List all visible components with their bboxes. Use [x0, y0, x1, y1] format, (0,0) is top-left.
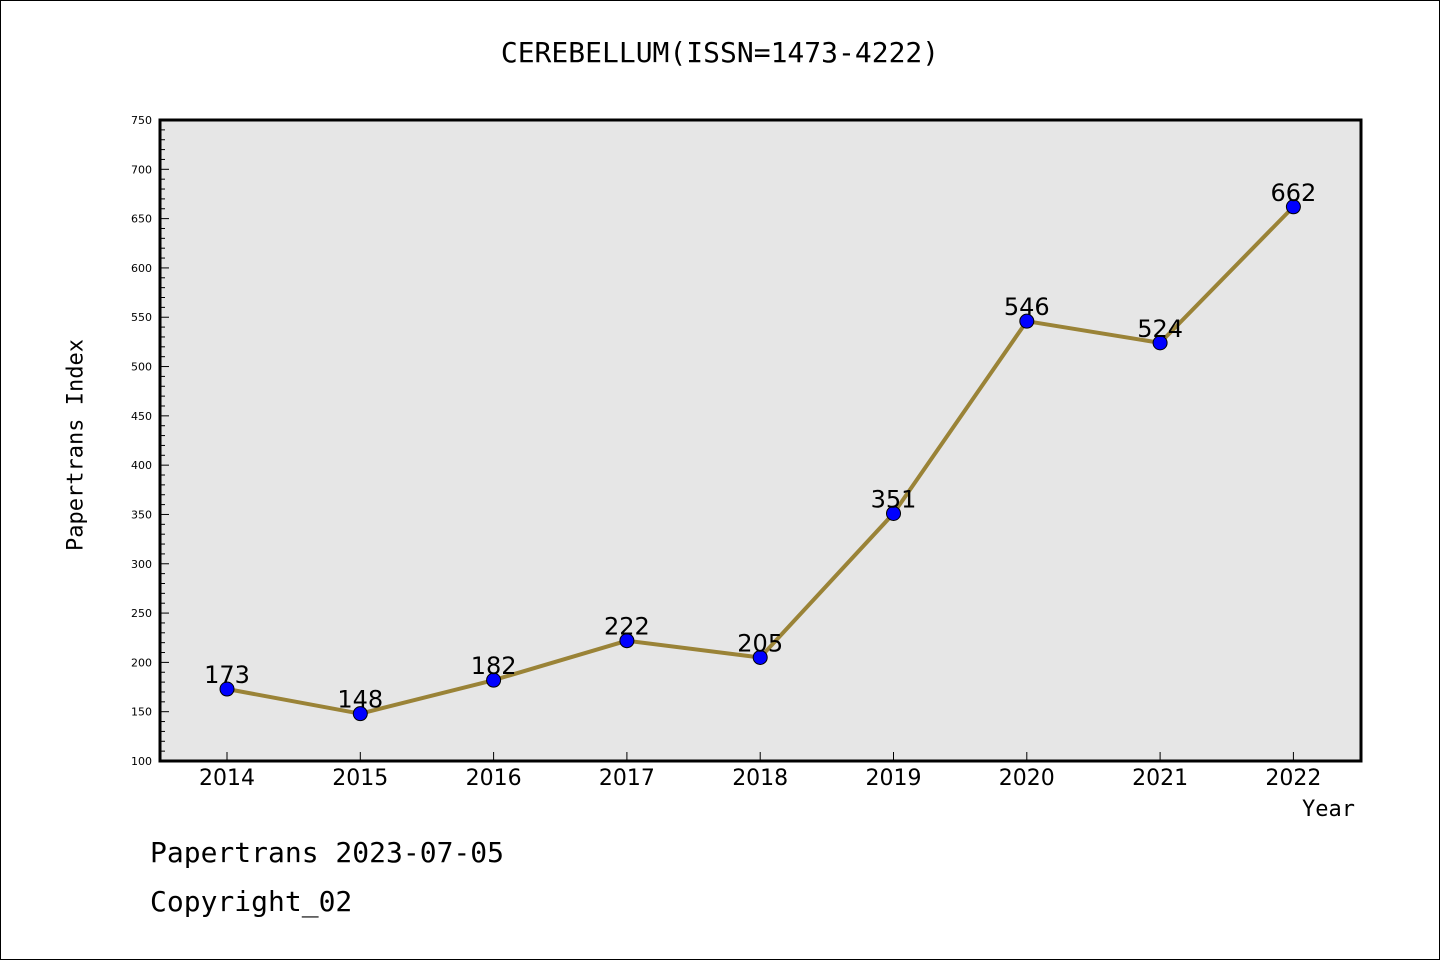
x-tick-label: 2022: [1265, 766, 1321, 791]
chart-title: CEREBELLUM(ISSN=1473-4222): [500, 36, 940, 69]
data-point: [886, 505, 901, 521]
y-tick-label: 350: [131, 508, 152, 521]
y-tick-label: 600: [131, 262, 152, 275]
footer-date: Papertrans 2023-07-05: [150, 836, 505, 869]
y-tick-label: 500: [131, 361, 152, 374]
data-label: 524: [1137, 315, 1183, 343]
y-tick-label: 100: [131, 755, 152, 768]
y-tick-label: 150: [131, 706, 152, 719]
footer-copyright: Copyright_02: [150, 885, 353, 918]
x-tick-label: 2021: [1132, 766, 1188, 791]
y-tick-label: 450: [131, 410, 152, 423]
x-axis-label: Year: [1302, 797, 1355, 822]
x-tick-label: 2014: [199, 766, 255, 791]
data-point: [1285, 199, 1301, 215]
x-tick-label: 2017: [599, 766, 655, 791]
data-label: 173: [204, 661, 250, 689]
y-tick-label: 700: [131, 163, 152, 176]
y-tick-label: 250: [131, 607, 152, 620]
x-tick-label: 2020: [999, 766, 1055, 791]
data-point: [219, 681, 235, 697]
x-tick-label: 2018: [732, 766, 788, 791]
data-point: [752, 649, 768, 665]
data-point: [1019, 313, 1035, 329]
plot-border: [158, 118, 1363, 763]
x-tick-label: 2016: [466, 766, 522, 791]
y-tick-label: 650: [131, 213, 152, 226]
x-tick-label: 2015: [332, 766, 388, 791]
y-tick-label: 200: [131, 656, 152, 669]
data-label: 205: [737, 629, 783, 657]
data-point: [486, 672, 502, 688]
data-label: 546: [1004, 293, 1050, 321]
data-label: 351: [871, 485, 917, 513]
data-point: [619, 633, 635, 649]
data-point: [352, 706, 368, 722]
data-label: 148: [337, 686, 383, 714]
data-label: 182: [471, 652, 517, 680]
y-tick-label: 400: [131, 459, 152, 472]
y-axis-label: Papertrans Index: [63, 339, 89, 551]
data-label: 222: [604, 613, 650, 641]
data-point: [1152, 335, 1168, 351]
data-label: 662: [1270, 179, 1316, 207]
x-tick-label: 2019: [866, 766, 922, 791]
y-tick-label: 300: [131, 558, 152, 571]
y-tick-label: 750: [131, 114, 152, 127]
y-tick-label: 550: [131, 311, 152, 324]
